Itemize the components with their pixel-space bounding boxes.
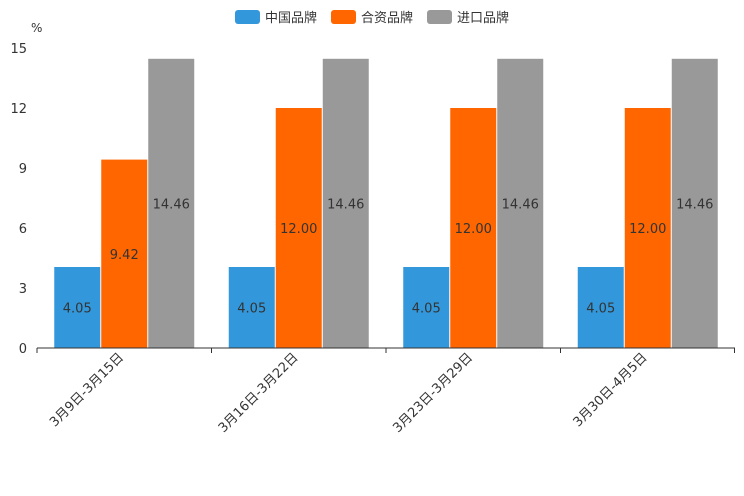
bar-data-label: 14.46 bbox=[327, 197, 364, 212]
bar[interactable] bbox=[322, 58, 369, 349]
bar-data-label: 4.05 bbox=[237, 302, 266, 317]
bar[interactable] bbox=[275, 108, 322, 348]
x-category-label: 3月9日-3月15日 bbox=[47, 350, 127, 430]
bar-data-label: 14.46 bbox=[502, 197, 539, 212]
bar-data-label: 9.42 bbox=[110, 248, 139, 263]
legend-swatch-jv-brand bbox=[330, 9, 356, 24]
legend-swatch-china-brand bbox=[234, 9, 260, 24]
bar-data-label: 4.05 bbox=[412, 302, 441, 317]
y-tick-label: 9 bbox=[19, 162, 27, 177]
y-tick-label: 6 bbox=[19, 222, 27, 237]
legend-label-china-brand: 中国品牌 bbox=[264, 11, 317, 26]
bar-data-label: 12.00 bbox=[455, 222, 492, 237]
x-category-label: 3月30日-4月5日 bbox=[571, 350, 651, 430]
chart-legend: 中国品牌 合资品牌 进口品牌 bbox=[0, 7, 744, 26]
bar[interactable] bbox=[148, 58, 195, 349]
y-tick-label: 15 bbox=[10, 42, 27, 57]
bar[interactable] bbox=[228, 267, 275, 348]
legend-item-china-brand[interactable]: 中国品牌 bbox=[234, 7, 317, 26]
bar-data-label: 4.05 bbox=[63, 302, 92, 317]
bar[interactable] bbox=[671, 58, 718, 349]
bar[interactable] bbox=[450, 108, 497, 348]
legend-item-jv-brand[interactable]: 合资品牌 bbox=[330, 7, 413, 26]
y-tick-label: 3 bbox=[19, 282, 27, 297]
bar-data-label: 12.00 bbox=[280, 222, 317, 237]
bar[interactable] bbox=[54, 267, 101, 348]
legend-item-import-brand[interactable]: 进口品牌 bbox=[427, 7, 509, 26]
legend-label-import-brand: 进口品牌 bbox=[457, 11, 510, 26]
bar-data-label: 14.46 bbox=[153, 197, 190, 212]
bar[interactable] bbox=[403, 267, 450, 348]
bar-data-label: 12.00 bbox=[629, 222, 666, 237]
bar[interactable] bbox=[497, 58, 544, 349]
bar-data-label: 4.05 bbox=[586, 302, 615, 317]
bar[interactable] bbox=[577, 267, 624, 348]
x-category-label: 3月23日-3月29日 bbox=[390, 350, 476, 436]
y-tick-label: 12 bbox=[10, 102, 27, 117]
y-axis-unit-label: % bbox=[31, 21, 43, 35]
bar[interactable] bbox=[101, 159, 148, 348]
legend-label-jv-brand: 合资品牌 bbox=[360, 11, 413, 26]
bar[interactable] bbox=[624, 108, 671, 348]
bar-data-label: 14.46 bbox=[676, 197, 713, 212]
x-category-label: 3月16日-3月22日 bbox=[216, 350, 302, 436]
y-tick-label: 0 bbox=[19, 342, 27, 357]
legend-swatch-import-brand bbox=[427, 9, 452, 24]
